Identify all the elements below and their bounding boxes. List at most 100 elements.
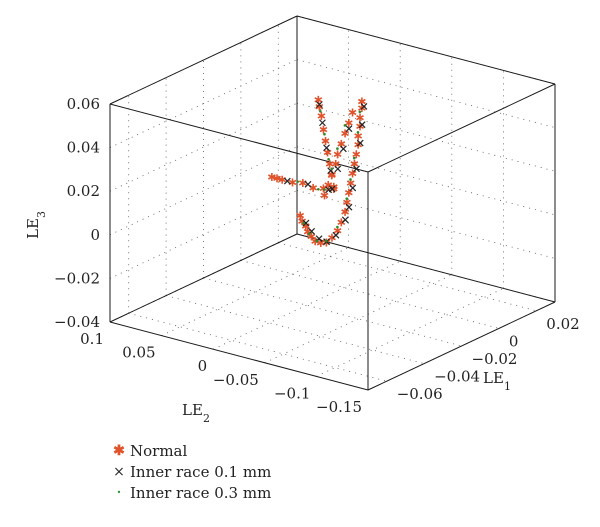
z-axis-label: LE3 [24,211,48,239]
data-point-normal [323,148,332,157]
floor-grid-line [240,260,500,329]
box-edge [296,15,556,85]
data-point-normal [348,108,357,117]
data-point-normal [348,169,357,178]
z-tick-label: 0.04 [67,139,100,157]
data-point-inner-race-01 [302,219,310,227]
data-point-normal [337,218,346,227]
data-point-inner-race-03 [349,178,352,181]
side-wall-grid-line [296,59,556,128]
data-point-inner-race-03 [358,110,362,114]
data-point-inner-race-01 [356,139,364,147]
data-point-normal [298,178,307,187]
data-point-inner-race-03 [315,239,319,243]
x-tick-label: 0 [509,332,519,350]
data-point-normal [341,129,349,138]
z-tick-label: 0.06 [67,95,100,113]
data-point-inner-race-01 [358,121,366,129]
box-edge [109,15,298,105]
side-wall-grid-line [296,190,556,259]
y-tick-label: −0.05 [213,371,259,389]
data-point-normal [344,188,353,197]
dot-marker-icon: · [116,481,122,503]
z-tick-label: 0.02 [67,182,100,200]
data-points [267,95,368,247]
data-point-normal [267,173,276,181]
floor-grid-line [213,260,401,350]
floor-grid-line [264,274,452,364]
side-wall-grid-line [296,146,556,216]
data-point-normal [327,171,336,180]
data-point-inner-race-03 [317,187,320,191]
data-point-normal [325,159,334,168]
data-point-normal [317,111,326,120]
data-point-inner-race-01 [325,186,333,194]
y-tick-label: 0.05 [122,344,155,362]
data-point-normal [352,150,361,159]
data-point-normal [273,174,281,183]
y-tick-label: −0.1 [274,384,310,402]
data-point-inner-race-03 [302,221,306,225]
x-tick-label: −0.04 [434,368,480,386]
data-point-normal [307,232,316,241]
legend-item-inner-race-03: · Inner race 0.3 mm [108,482,271,503]
data-point-normal [319,125,328,134]
data-point-inner-race-03 [323,188,326,191]
data-point-inner-race-03 [345,197,349,200]
data-point-normal [309,183,318,192]
z-tick-label: 0 [90,226,100,244]
legend-item-inner-race-01: × Inner race 0.1 mm [108,461,271,482]
box-edge [367,83,556,173]
data-point-inner-race-01 [334,165,342,173]
data-point-inner-race-01 [323,144,330,152]
data-point-normal [288,178,297,187]
data-point-inner-race-01 [304,180,312,188]
data-point-inner-race-03 [324,239,328,243]
data-point-normal [314,95,323,104]
data-point-inner-race-01 [345,203,353,211]
data-point-normal [321,137,330,146]
y-tick-label: 0.1 [80,330,104,348]
data-point-inner-race-03 [330,167,334,170]
legend-label-inner-race-03: Inner race 0.3 mm [130,483,272,502]
y-axis-label: LE2 [182,401,210,425]
data-point-inner-race-01 [349,184,357,192]
tick-labels: −0.04−0.0200.020.040.06−0.15−0.1−0.0500.… [54,95,580,416]
data-point-inner-race-03 [336,225,339,229]
data-point-inner-race-01 [319,119,326,127]
data-point-normal [320,191,329,200]
side-wall-grid-line [296,102,556,172]
box-edge [367,301,556,391]
legend-label-inner-race-01: Inner race 0.1 mm [130,462,272,481]
data-point-inner-race-03 [323,132,326,136]
data-point-normal [341,207,349,216]
floor-grid-line [203,277,462,347]
asterisk-marker-icon: ✱ [113,442,125,459]
data-point-inner-race-03 [308,232,311,236]
data-point-inner-race-01 [315,101,323,108]
data-point-inner-race-01 [345,125,353,133]
floor-grid-line [165,295,425,364]
data-point-inner-race-01 [339,145,347,153]
z-tick-label: −0.02 [54,269,100,287]
data-point-inner-race-01 [360,102,368,110]
legend-label-normal: Normal [130,441,188,460]
data-point-normal [344,118,353,127]
x-marker-icon: × [113,463,125,480]
data-point-inner-race-03 [319,110,322,113]
axis-labels: LE3 LE2 LE1 [24,211,511,424]
back-wall-grid-line [109,146,298,236]
data-point-inner-race-03 [352,156,356,160]
data-point-inner-race-01 [341,216,349,224]
box-edge [109,321,369,391]
legend: ✱ Normal × Inner race 0.1 mm · Inner rac… [108,440,271,503]
box-edge [109,103,369,173]
floor-grid-line [128,312,387,382]
x-tick-label: 0.02 [546,315,579,333]
x-tick-label: −0.06 [397,385,443,403]
box-edge [109,233,298,323]
data-point-inner-race-03 [327,157,330,161]
axes-box [109,15,556,391]
data-point-inner-race-01 [353,165,360,173]
